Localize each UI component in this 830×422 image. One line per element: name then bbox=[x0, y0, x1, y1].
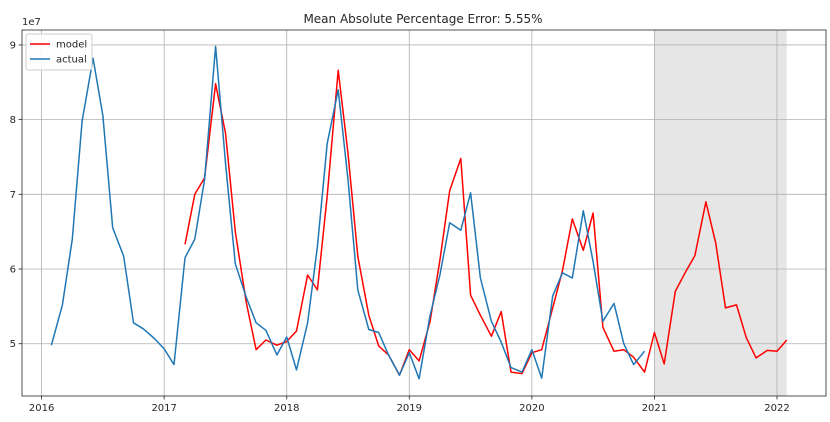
x-tick-label-2020: 2020 bbox=[519, 403, 544, 414]
x-tick-label-2022: 2022 bbox=[764, 403, 789, 414]
y-tick-label-8: 8 bbox=[10, 115, 16, 126]
legend: model actual bbox=[25, 33, 93, 71]
x-tick-label-2018: 2018 bbox=[274, 403, 299, 414]
plot-area: 2016 2017 2018 2019 2020 2021 2022 5 6 7 8 9 bbox=[10, 29, 827, 414]
x-tick-label-2021: 2021 bbox=[642, 403, 667, 414]
legend-box bbox=[25, 33, 93, 71]
series-line-actual bbox=[50, 45, 646, 380]
chart-title: Mean Absolute Percentage Error: 5.55% bbox=[303, 12, 542, 26]
y-tick-label-5: 5 bbox=[10, 339, 16, 350]
y-offset-label: 1e7 bbox=[22, 17, 41, 28]
y-tick-label-9: 9 bbox=[10, 40, 16, 51]
x-tick-label-2016: 2016 bbox=[29, 403, 54, 414]
legend-label-actual: actual bbox=[56, 55, 87, 66]
forecast-region bbox=[654, 30, 787, 396]
legend-label-model: model bbox=[56, 40, 87, 51]
x-tick-label-2019: 2019 bbox=[397, 403, 422, 414]
axes-frame bbox=[21, 29, 827, 397]
y-tick-label-6: 6 bbox=[10, 265, 16, 276]
y-tick-label-7: 7 bbox=[10, 190, 16, 201]
x-tick-label-2017: 2017 bbox=[151, 403, 176, 414]
series-line-model bbox=[184, 69, 788, 376]
